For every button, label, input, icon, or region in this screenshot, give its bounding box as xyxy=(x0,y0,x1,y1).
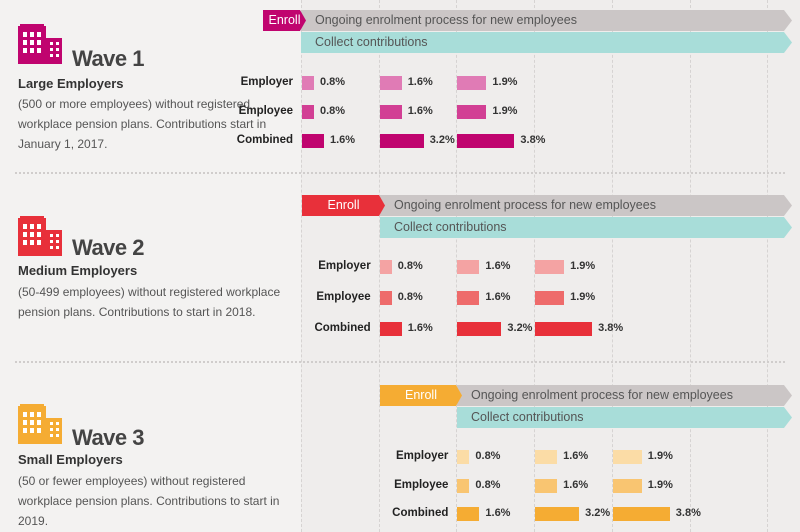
contribution-bar xyxy=(612,507,670,521)
grid-line xyxy=(611,0,613,532)
contribution-bar xyxy=(379,291,392,305)
building-icon xyxy=(18,24,64,64)
building-icon xyxy=(18,404,64,444)
contribution-value: 0.8% xyxy=(397,260,423,272)
contribution-value: 1.9% xyxy=(570,291,596,303)
contribution-bar xyxy=(457,322,502,336)
contribution-bar xyxy=(457,479,470,493)
contribution-bar xyxy=(457,76,487,90)
wave-description: (50-499 employees) without registered wo… xyxy=(18,285,281,319)
contribution-value: 1.9% xyxy=(647,450,673,462)
grid-line xyxy=(767,0,769,532)
contribution-bar xyxy=(535,450,558,464)
contribution-value: 0.8% xyxy=(475,479,501,491)
contribution-value: 1.9% xyxy=(492,105,518,117)
collect-contributions-band: Collect contributions xyxy=(301,32,792,53)
ongoing-enrolment-band: Ongoing enrolment process for new employ… xyxy=(380,195,792,216)
contribution-bar xyxy=(379,76,402,90)
contribution-value: 0.8% xyxy=(397,291,423,303)
wave-description: (50 or fewer employees) without register… xyxy=(18,474,280,528)
wave-divider xyxy=(15,361,785,363)
wave-divider xyxy=(15,172,785,174)
row-label-employee: Employee xyxy=(316,291,371,303)
contribution-value: 1.6% xyxy=(563,479,589,491)
contribution-value: 1.6% xyxy=(407,322,433,334)
contribution-bar xyxy=(535,260,565,274)
ongoing-enrolment-band: Ongoing enrolment process for new employ… xyxy=(301,10,792,31)
contribution-value: 1.6% xyxy=(330,134,356,146)
contribution-value: 1.9% xyxy=(492,76,518,88)
contribution-value: 1.6% xyxy=(485,260,511,272)
wave-description: (500 or more employees) without register… xyxy=(18,97,267,151)
contribution-value: 1.6% xyxy=(563,450,589,462)
contribution-bar xyxy=(302,76,314,90)
contribution-bar xyxy=(379,134,424,148)
contribution-bar xyxy=(457,450,470,464)
contribution-bar xyxy=(612,479,642,493)
wave-title: Wave 2 xyxy=(72,235,145,260)
contribution-value: 0.8% xyxy=(320,105,346,117)
contribution-bar xyxy=(302,134,324,148)
contribution-bar xyxy=(457,507,480,521)
enroll-tag: Enroll xyxy=(380,385,462,406)
contribution-value: 3.8% xyxy=(520,134,546,146)
enroll-tag: Enroll xyxy=(263,10,306,31)
contribution-value: 0.8% xyxy=(320,76,346,88)
contribution-bar xyxy=(457,260,480,274)
contribution-bar xyxy=(457,134,515,148)
contribution-bar xyxy=(379,260,392,274)
contribution-bar xyxy=(535,479,558,493)
grid-line xyxy=(689,0,691,532)
contribution-bar xyxy=(457,105,487,119)
contribution-bar xyxy=(379,105,402,119)
contribution-bar xyxy=(535,507,580,521)
contribution-bar xyxy=(302,105,314,119)
collect-contributions-band: Collect contributions xyxy=(457,407,792,428)
row-label-combined: Combined xyxy=(314,322,371,334)
employer-size-heading: Large Employers xyxy=(18,76,124,91)
contribution-bar xyxy=(457,291,480,305)
enroll-tag: Enroll xyxy=(302,195,385,216)
contribution-value: 1.6% xyxy=(407,105,433,117)
employer-size-heading: Medium Employers xyxy=(18,263,138,278)
grid-line xyxy=(534,0,536,532)
contribution-value: 3.2% xyxy=(507,322,533,334)
contribution-bar xyxy=(535,322,593,336)
contribution-bar xyxy=(535,291,565,305)
contribution-value: 0.8% xyxy=(475,450,501,462)
employer-size-heading: Small Employers xyxy=(18,452,123,467)
contribution-value: 3.2% xyxy=(585,507,611,519)
row-label-combined: Combined xyxy=(392,507,449,519)
collect-contributions-band: Collect contributions xyxy=(380,217,792,238)
contribution-value: 1.6% xyxy=(407,76,433,88)
contribution-value: 1.9% xyxy=(647,479,673,491)
grid-line xyxy=(378,0,380,532)
contribution-bar xyxy=(379,322,402,336)
row-label-employer: Employer xyxy=(240,76,293,88)
grid-line xyxy=(301,0,302,532)
ongoing-enrolment-band: Ongoing enrolment process for new employ… xyxy=(457,385,792,406)
contribution-value: 1.6% xyxy=(485,291,511,303)
grid-line xyxy=(456,0,458,532)
contribution-value: 3.8% xyxy=(598,322,624,334)
contribution-bar xyxy=(612,450,642,464)
contribution-value: 1.9% xyxy=(570,260,596,272)
row-label-employee: Employee xyxy=(238,105,293,117)
wave-title: Wave 3 xyxy=(72,425,145,450)
contribution-value: 1.6% xyxy=(485,507,511,519)
contribution-value: 3.8% xyxy=(675,507,701,519)
row-label-combined: Combined xyxy=(236,134,293,146)
row-label-employer: Employer xyxy=(395,450,449,462)
contribution-value: 3.2% xyxy=(429,134,455,146)
building-icon xyxy=(18,216,64,256)
row-label-employer: Employer xyxy=(318,260,371,272)
wave-title: Wave 1 xyxy=(72,46,145,71)
row-label-employee: Employee xyxy=(394,479,449,491)
